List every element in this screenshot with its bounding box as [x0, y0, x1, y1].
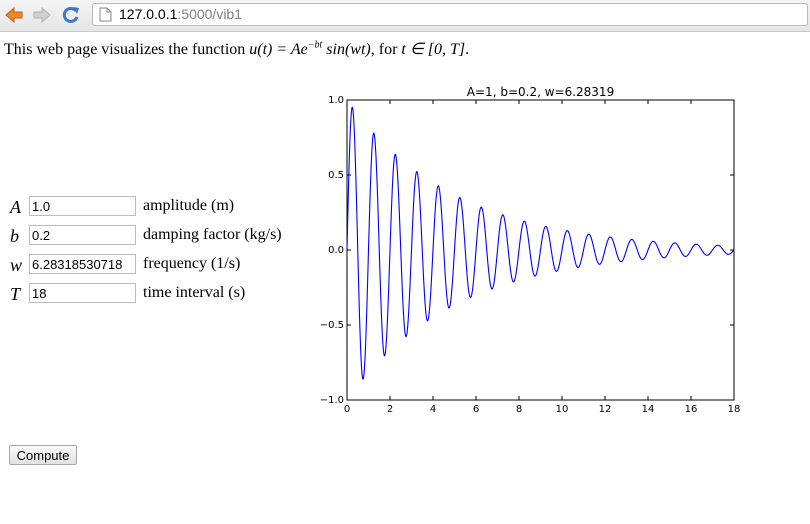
x-tick-label: 18 [728, 404, 741, 415]
x-tick-label: 10 [556, 404, 569, 415]
symbol-A: A [10, 197, 21, 217]
page-icon [99, 7, 112, 22]
domain-formula: t ∈ [0, T] [401, 41, 466, 58]
y-tick-label: −0.5 [320, 320, 344, 331]
y-tick-label: 1.0 [328, 95, 344, 106]
url-host: 127.0.0.1 [119, 6, 178, 22]
symbol-b: b [10, 226, 19, 246]
formula-sin: sin(wt) [322, 41, 371, 58]
x-tick-label: 8 [516, 404, 522, 415]
x-tick-label: 14 [642, 404, 655, 415]
intro-prefix: This web page visualizes the function [4, 41, 250, 58]
x-tick-label: 0 [344, 404, 350, 415]
damping-label: damping factor (kg/s) [143, 226, 282, 243]
intro-mid: , for [370, 41, 402, 58]
url-path: :5000/vib1 [177, 6, 242, 22]
x-tick-label: 4 [430, 404, 436, 415]
y-tick-label: −1.0 [320, 395, 344, 406]
function-formula: u(t) = Ae−bt sin(wt) [249, 39, 371, 58]
vibration-chart: A=1, b=0.2, w=6.28319 0 2 4 6 8 10 12 14 16 18 1.… [320, 85, 741, 415]
x-tick-label: 16 [685, 404, 698, 415]
back-arrow-icon[interactable] [4, 5, 24, 25]
amplitude-input[interactable] [29, 196, 136, 216]
browser-toolbar: 127.0.0.1:5000/vib1 [0, 0, 810, 32]
chart-title: A=1, b=0.2, w=6.28319 [467, 85, 614, 99]
url-text: 127.0.0.1:5000/vib1 [119, 4, 242, 25]
y-tick-label: 0.5 [328, 170, 344, 181]
intro-suffix: . [465, 41, 470, 58]
time-interval-input[interactable] [29, 283, 136, 303]
y-tick-label: 0.0 [328, 245, 344, 256]
frequency-label: frequency (1/s) [143, 255, 241, 272]
x-tick-label: 2 [387, 404, 393, 415]
formula-lhs: u(t) = Ae [249, 41, 308, 58]
y-axis-ticks: 1.0 0.5 0.0 −0.5 −1.0 [320, 95, 734, 406]
forward-arrow-icon[interactable] [32, 5, 52, 25]
damping-input[interactable] [29, 225, 136, 245]
x-axis-ticks: 0 2 4 6 8 10 12 14 16 18 [344, 100, 741, 415]
intro-text: This web page visualizes the function u(… [4, 39, 469, 59]
frequency-input[interactable] [29, 254, 136, 274]
x-tick-label: 12 [599, 404, 612, 415]
formula-exponent: −bt [307, 39, 323, 51]
time-interval-label: time interval (s) [143, 284, 246, 301]
symbol-w: w [10, 255, 23, 275]
x-tick-label: 6 [473, 404, 479, 415]
reload-icon[interactable] [61, 5, 81, 25]
series-line [346, 106, 735, 380]
compute-button[interactable]: Compute [9, 445, 77, 465]
address-bar[interactable]: 127.0.0.1:5000/vib1 [92, 3, 808, 26]
amplitude-label: amplitude (m) [143, 197, 235, 214]
symbol-T: T [10, 284, 21, 304]
